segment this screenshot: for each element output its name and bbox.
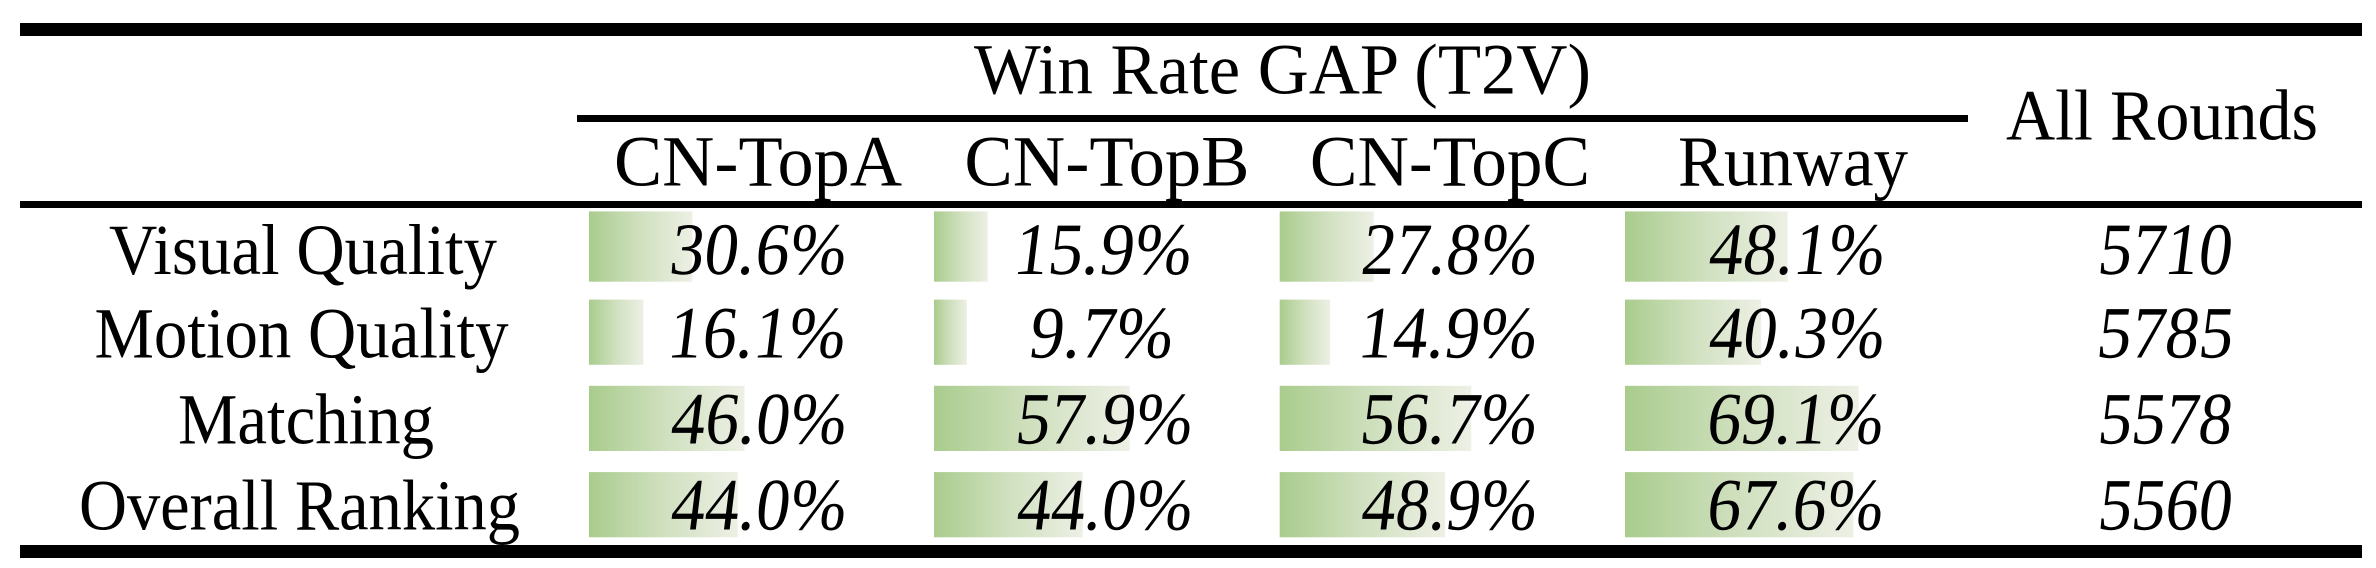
svg-text:57.9%: 57.9% [1012, 379, 1198, 461]
svg-text:Overall Ranking: Overall Ranking [79, 466, 520, 546]
svg-text:44.0%: 44.0% [1013, 465, 1198, 547]
svg-text:30.6%: 30.6% [666, 209, 852, 291]
svg-text:44.0%: 44.0% [667, 465, 852, 547]
svg-text:5710: 5710 [2094, 209, 2238, 291]
svg-text:Visual Quality: Visual Quality [109, 210, 497, 290]
svg-text:48.1%: 48.1% [1705, 209, 1890, 291]
svg-text:15.9%: 15.9% [1010, 209, 1197, 291]
svg-text:9.7%: 9.7% [1025, 293, 1178, 375]
svg-text:40.3%: 40.3% [1705, 293, 1890, 375]
svg-text:46.0%: 46.0% [667, 379, 852, 461]
svg-text:Runway: Runway [1678, 122, 1908, 202]
svg-text:67.6%: 67.6% [1703, 465, 1889, 547]
svg-text:27.8%: 27.8% [1357, 209, 1542, 291]
svg-text:48.9%: 48.9% [1357, 465, 1542, 547]
svg-text:CN-TopC: CN-TopC [1310, 122, 1590, 202]
svg-text:16.1%: 16.1% [664, 293, 851, 375]
svg-text:69.1%: 69.1% [1703, 379, 1889, 461]
svg-text:5578: 5578 [2094, 379, 2238, 461]
svg-text:All Rounds: All Rounds [2006, 76, 2318, 156]
svg-text:14.9%: 14.9% [1354, 293, 1542, 375]
svg-text:Motion Quality: Motion Quality [94, 294, 508, 374]
svg-text:Win Rate GAP (T2V): Win Rate GAP (T2V) [974, 30, 1591, 110]
svg-text:56.7%: 56.7% [1356, 379, 1542, 461]
svg-text:CN-TopA: CN-TopA [614, 122, 902, 202]
svg-text:5560: 5560 [2094, 465, 2238, 547]
svg-text:CN-TopB: CN-TopB [964, 122, 1249, 202]
svg-text:Matching: Matching [178, 380, 434, 460]
svg-text:5785: 5785 [2093, 293, 2239, 375]
